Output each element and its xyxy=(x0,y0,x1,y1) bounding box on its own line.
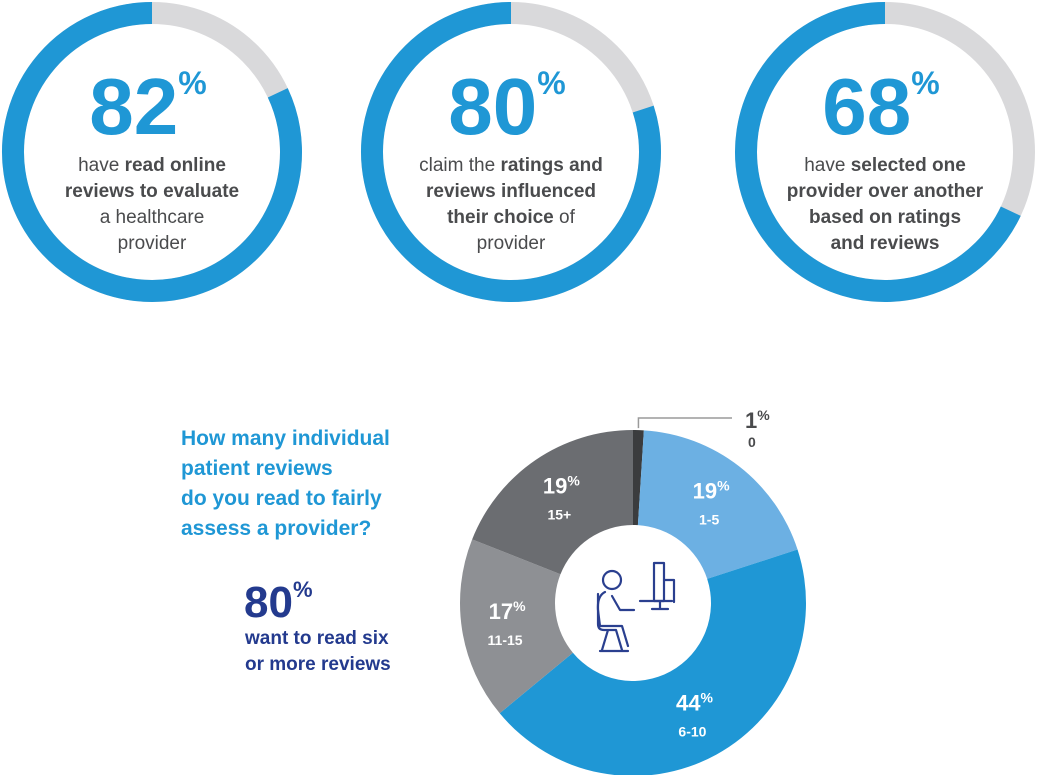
gauge-caption: provider xyxy=(118,233,187,254)
gauge-caption: a healthcare xyxy=(100,207,205,228)
gauge-value-unit: % xyxy=(911,65,939,101)
caption-segment: provider xyxy=(477,233,546,254)
caption-segment: provider over another xyxy=(787,181,984,202)
caption-segment: selected one xyxy=(851,155,966,176)
caption-segment: reviews influenced xyxy=(426,181,596,202)
question-line: How many individual xyxy=(181,427,390,450)
gauge-caption: provider xyxy=(477,233,546,254)
callout-line: want to read six xyxy=(244,628,389,649)
question-line: assess a provider? xyxy=(181,517,371,540)
gauge-value: 68% xyxy=(822,62,939,151)
callout-value: 80% xyxy=(244,577,313,627)
gauge-caption: reviews to evaluate xyxy=(65,181,239,202)
slice-value-label: 1% xyxy=(745,407,770,433)
gauge-value-number: 82 xyxy=(89,62,178,151)
slice-value-label-number: 17 xyxy=(489,599,513,624)
gauge-caption: have selected one xyxy=(804,155,966,176)
gauge-value-number: 80 xyxy=(448,62,537,151)
caption-segment: their choice xyxy=(447,207,554,228)
caption-segment: have xyxy=(78,155,124,176)
slice-value-label-number: 1 xyxy=(745,408,757,433)
slice-value-label-unit: % xyxy=(513,598,526,614)
slice-value-label-number: 19 xyxy=(693,478,717,503)
caption-segment: and reviews xyxy=(831,233,940,254)
caption-segment: claim the xyxy=(419,155,500,176)
slice-category: 15+ xyxy=(547,507,571,523)
caption-segment: reviews to evaluate xyxy=(65,181,239,202)
pie-slice xyxy=(499,549,807,775)
slice-value-label-unit: % xyxy=(717,477,730,493)
question-line: do you read to fairly xyxy=(181,487,382,510)
gauge-caption: reviews influenced xyxy=(426,181,596,202)
caption-segment: based on ratings xyxy=(809,207,961,228)
gauge-caption: have read online xyxy=(78,155,226,176)
person-icon xyxy=(596,561,676,653)
slice-category: 6-10 xyxy=(678,724,706,740)
slice-value-label-unit: % xyxy=(700,690,713,706)
slice-category: 0 xyxy=(748,434,756,450)
gauge-value-number: 68 xyxy=(822,62,911,151)
caption-segment: read online xyxy=(125,155,226,176)
gauge-value: 80% xyxy=(448,62,565,151)
question-line: patient reviews xyxy=(181,457,333,480)
gauge-value-unit: % xyxy=(178,65,206,101)
pie-slice xyxy=(633,430,644,526)
slice-value-label-number: 44 xyxy=(676,691,701,716)
gauge-caption: claim the ratings and xyxy=(419,155,603,176)
gauge-arc xyxy=(361,2,661,302)
gauge-caption: and reviews xyxy=(831,233,940,254)
callout-value-number: 80 xyxy=(244,578,293,627)
callout-line: or more reviews xyxy=(245,654,391,675)
pie-center xyxy=(556,526,710,680)
slice-category: 1-5 xyxy=(699,511,719,527)
caption-segment: ratings and xyxy=(500,155,602,176)
caption-segment: provider xyxy=(118,233,187,254)
pie-slice xyxy=(637,430,798,579)
gauge-caption: based on ratings xyxy=(809,207,961,228)
pie-slice xyxy=(472,430,633,575)
pie-slice xyxy=(460,539,573,714)
slice-value-label: 44% xyxy=(676,690,713,716)
slice-value-label-unit: % xyxy=(567,473,580,489)
slice-value-label: 17% xyxy=(489,598,526,624)
gauge-arc xyxy=(2,2,302,302)
callout-value-unit: % xyxy=(293,577,313,602)
slice-value-label-unit: % xyxy=(757,407,770,423)
slice-value-label: 19% xyxy=(543,473,580,499)
slice-category: 11-15 xyxy=(488,632,523,648)
caption-segment: have xyxy=(804,155,850,176)
gauge-value: 82% xyxy=(89,62,206,151)
caption-segment: of xyxy=(554,207,576,228)
caption-segment: a healthcare xyxy=(100,207,205,228)
gauge-arc xyxy=(735,2,1021,302)
gauge-caption: their choice of xyxy=(447,207,576,228)
slice-value-label-number: 19 xyxy=(543,474,567,499)
gauge-caption: provider over another xyxy=(787,181,984,202)
slice-value-label: 19% xyxy=(693,477,730,503)
leader-line xyxy=(637,417,732,429)
gauge-value-unit: % xyxy=(537,65,565,101)
